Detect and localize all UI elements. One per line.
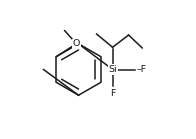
Text: Si: Si <box>108 65 117 74</box>
Text: O: O <box>73 39 80 48</box>
Text: F: F <box>110 89 115 98</box>
Text: –F: –F <box>137 65 147 74</box>
